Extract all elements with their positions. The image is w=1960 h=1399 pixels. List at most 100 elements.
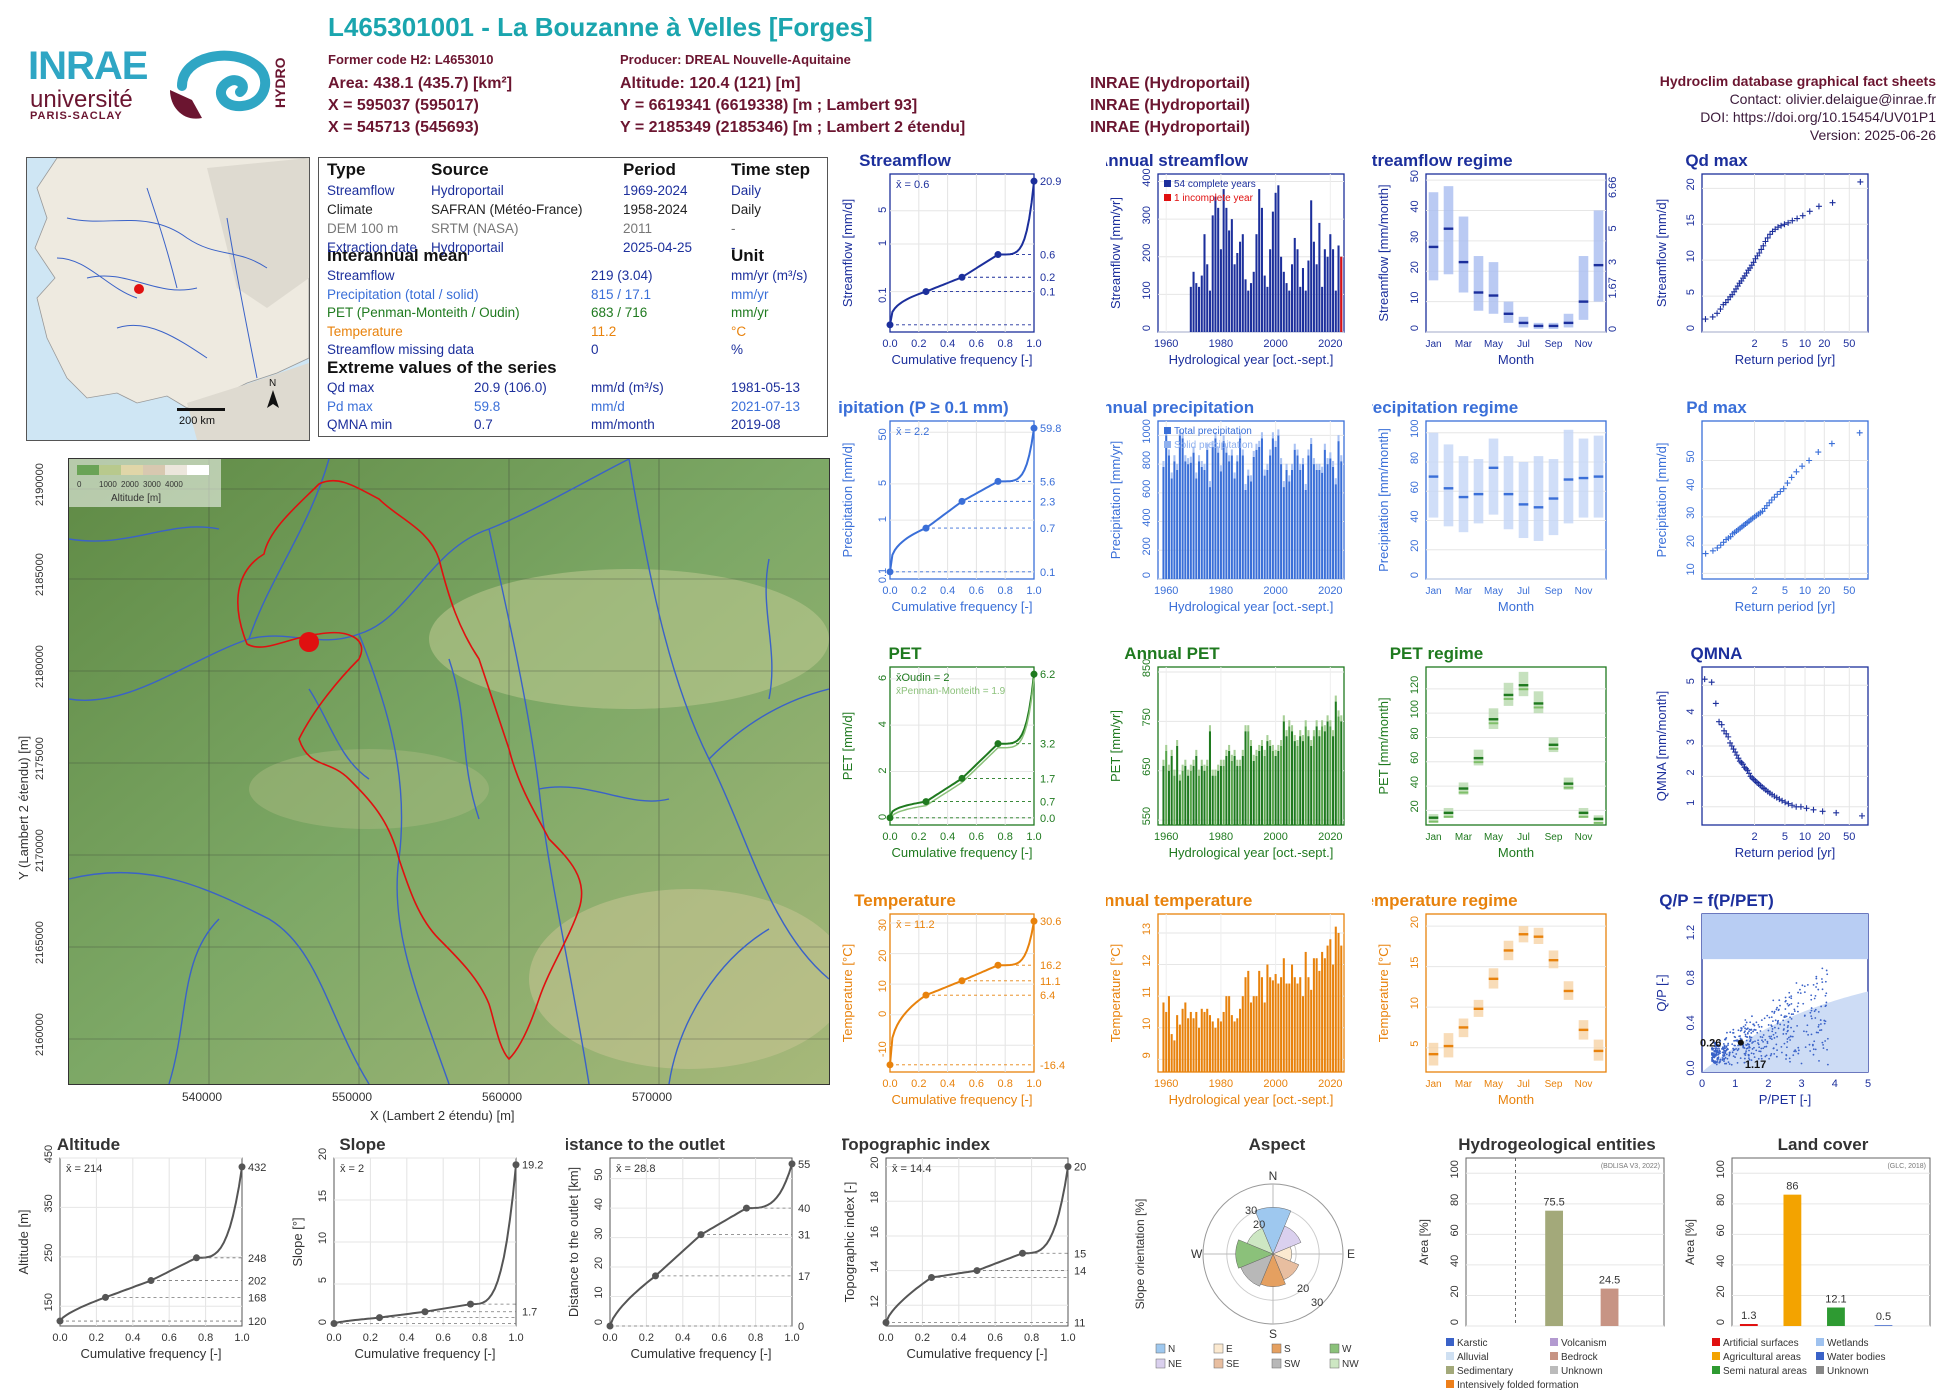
extreme-value: 20.9 (106.0) <box>474 380 547 395</box>
annual_precipitation-y-tick: 1000 <box>1141 419 1153 443</box>
annual_pet-bar <box>1321 726 1324 825</box>
annual_precipitation-bar <box>1211 446 1214 579</box>
qp_ppet-point <box>1770 1038 1773 1041</box>
qp_ppet-point <box>1762 1047 1765 1050</box>
temperature_regime-xlabel: Month <box>1498 1092 1534 1107</box>
annual_pet-bar <box>1326 721 1329 825</box>
annual_pet-bar-alt <box>1187 769 1190 776</box>
annual_pet-bar-alt <box>1252 754 1255 761</box>
qp_ppet-point <box>1750 1052 1753 1055</box>
topo_index-left-tick: 14 <box>869 1260 881 1272</box>
streamflow_regime-right-tick: 1.67 <box>1607 277 1619 298</box>
x-lambert93: X = 595037 (595017) <box>328 97 479 114</box>
qp_ppet-point <box>1757 1043 1760 1046</box>
qp_ppet-point <box>1790 1013 1793 1016</box>
pet-x-tick: 0.2 <box>911 831 926 843</box>
annual_precipitation-bar-alt <box>1263 469 1266 476</box>
annual_pet-bar-alt <box>1198 769 1201 776</box>
qp_ppet-point <box>1745 1044 1748 1047</box>
annual_pet-bar <box>1198 775 1201 825</box>
pd_max-x-tick: 2 <box>1751 585 1757 597</box>
annual_precipitation-bar-alt <box>1312 458 1315 465</box>
info-source: Hydroportail <box>431 240 504 255</box>
qp_ppet-ylabel: Q/P [-] <box>1654 974 1669 1011</box>
annual_temperature-bar <box>1282 958 1285 1072</box>
qp_ppet-point <box>1751 1015 1753 1018</box>
qp_ppet-point <box>1771 1030 1774 1033</box>
header-interannual: Interannual mean <box>327 246 468 265</box>
annual_streamflow-x-tick: 2000 <box>1263 338 1287 350</box>
annual_precipitation-bar-alt <box>1269 449 1272 456</box>
precipitation_regime-box <box>1428 432 1439 518</box>
slope-right-tick: 19.2 <box>522 1160 543 1172</box>
qp_ppet-point <box>1761 1036 1764 1039</box>
qp_ppet-point <box>1767 1029 1770 1032</box>
qp_ppet-point <box>1814 1017 1817 1019</box>
slope-svg: Slope 0 5 10 15 20 19.2 1.7 0.0 0.2 0.4 0.6 0.8 1.0 Cu… <box>290 1135 543 1361</box>
aspect-title: Aspect <box>1249 1135 1306 1154</box>
land_cover-title: Land cover <box>1778 1135 1869 1154</box>
annual_pet-bar <box>1214 775 1217 825</box>
qp_ppet-point <box>1759 1030 1762 1032</box>
annual_streamflow-bar <box>1326 256 1329 332</box>
streamflow_regime-x-tick: May <box>1484 339 1503 350</box>
info-period: 2011 <box>623 221 653 236</box>
annual_precipitation-bar-alt <box>1187 458 1190 465</box>
annual_precipitation-bar-alt <box>1291 463 1294 470</box>
annual_streamflow-xlabel: Hydrological year [oct.-sept.] <box>1169 352 1334 367</box>
doi[interactable]: DOI: https://doi.org/10.15454/UV01P1 <box>1700 109 1936 125</box>
map-y-tick: 2170000 <box>34 829 46 872</box>
annual_pet-bar <box>1271 750 1274 825</box>
annual_temperature-bar <box>1236 1018 1239 1072</box>
hydrogeology-bar <box>1600 1288 1619 1326</box>
qp_ppet-point <box>1732 1028 1735 1031</box>
aspect-legend-swatch <box>1329 1343 1340 1354</box>
annual_temperature-y-tick: 9 <box>1141 1052 1153 1058</box>
qp_ppet-point <box>1761 1039 1763 1042</box>
qp_ppet-point <box>1719 1052 1721 1055</box>
qp_ppet-point <box>1809 1011 1812 1014</box>
pet-x-tick: 1.0 <box>1026 831 1041 843</box>
qp_ppet-point <box>1812 984 1815 986</box>
pet_regime-svg: PET regime 20 40 60 80 100 120 Jan Mar May Jul Sep N… <box>1376 644 1607 860</box>
precipitation-x-tick: 0.8 <box>998 585 1013 597</box>
qp_ppet-point <box>1790 1017 1793 1020</box>
annual_pet-bar-alt <box>1167 764 1170 771</box>
annual_precipitation-bar-alt <box>1334 478 1337 485</box>
annual_temperature-bar <box>1277 983 1280 1072</box>
altitude: Altitude: 120.4 (121) [m] <box>620 75 801 92</box>
annual_precipitation-bar-alt <box>1329 452 1332 459</box>
pd_max-y-tick: 40 <box>1685 479 1697 491</box>
precipitation_regime-chart: Precipitation regime 0 20 40 60 80 100 Jan Mar Ma… <box>1355 397 1622 625</box>
qp_ppet-point <box>1817 1011 1820 1013</box>
pet_regime-frame <box>1425 666 1607 826</box>
annual_temperature-bar <box>1266 964 1269 1072</box>
annual_pet-bar-alt <box>1301 735 1304 742</box>
aspect-legend-swatch <box>1155 1343 1166 1354</box>
annual_temperature-bar <box>1329 939 1332 1072</box>
temperature-quantile-point <box>922 991 930 999</box>
annual_precipitation-bar-alt <box>1247 469 1250 476</box>
hydrogeology-legend-item: Karstic <box>1457 1338 1488 1349</box>
streamflow-ylabel: Streamflow [mm/d] <box>840 199 855 307</box>
qp_ppet-point <box>1768 1057 1771 1060</box>
annual_pet-svg: Annual PET 550 650 750 850 1960 1980 2000 2020 Hy… <box>1108 644 1345 860</box>
qp_ppet-point <box>1744 1052 1747 1054</box>
aspect-ring-label: 20 <box>1297 1283 1309 1295</box>
altitude-right-tick: 168 <box>248 1292 266 1304</box>
qp_ppet-point <box>1716 1050 1719 1052</box>
contact[interactable]: Contact: olivier.delaigue@inrae.fr <box>1729 91 1936 107</box>
minimap-drawing: 200 km N <box>27 158 309 440</box>
annual_precipitation-bar <box>1178 435 1181 579</box>
pd_max-y-tick: 50 <box>1685 450 1697 462</box>
pet_regime-ylabel: PET [mm/month] <box>1376 697 1391 794</box>
annual_streamflow-bar <box>1239 241 1242 332</box>
pet_regime-x-tick: Jan <box>1425 832 1441 843</box>
temperature-mean: x̄ = 11.2 <box>896 919 935 931</box>
precipitation_regime-svg: Precipitation regime 0 20 40 60 80 100 Jan Mar Ma… <box>1355 398 1607 614</box>
aspect-legend-item: NE <box>1168 1359 1182 1370</box>
topo_index-right-tick: 14 <box>1074 1266 1086 1278</box>
qmna-y-tick: 1 <box>1685 800 1697 806</box>
annual_temperature-bar <box>1323 958 1326 1072</box>
annual_precipitation-bar-alt <box>1323 443 1326 450</box>
